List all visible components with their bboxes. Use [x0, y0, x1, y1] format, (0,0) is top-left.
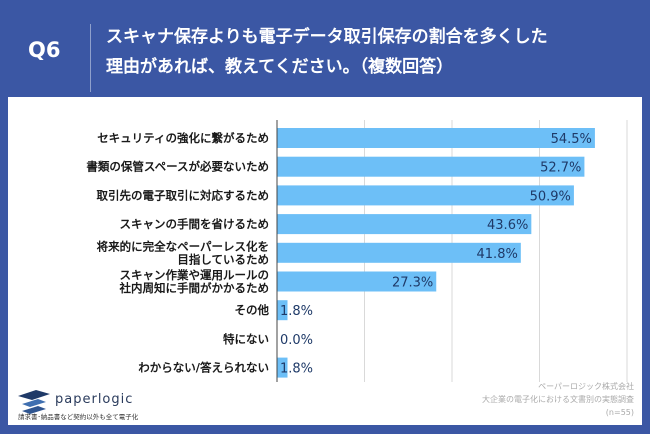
bar [277, 214, 532, 235]
paperlogic-logo-icon [18, 390, 50, 414]
data-label: 50.9% [530, 189, 571, 204]
category-label: 書類の保管スペースが必要ないため [86, 160, 269, 174]
data-label: 0.0% [280, 333, 313, 348]
title-line-2: 理由があれば、教えてください。（複数回答） [106, 57, 454, 77]
source-company: ペーパーロジック株式会社 [538, 382, 634, 391]
bar [277, 242, 521, 263]
data-label: 1.8% [280, 304, 313, 319]
bar [277, 156, 585, 177]
data-label: 1.8% [280, 362, 313, 377]
category-label: 取引先の電子取引に対応するため [97, 188, 270, 202]
data-label: 52.7% [540, 161, 581, 176]
category-label: スキャン作業や運用ルールの [120, 268, 270, 282]
data-label: 27.3% [392, 276, 433, 291]
data-label: 54.5% [551, 132, 592, 147]
chart-title: スキャナ保存よりも電子データ取引保存の割合を多くした 理由があれば、教えてくださ… [106, 22, 636, 82]
category-label: スキャンの手間を省けるため [120, 217, 270, 231]
bar [277, 300, 288, 321]
category-label: 特にない [223, 332, 269, 346]
category-label: 社内周知に手間がかかるため [119, 281, 270, 295]
source-survey: 大企業の電子化における文書別の実態調査 [482, 395, 634, 404]
title-line-1: スキャナ保存よりも電子データ取引保存の割合を多くした [106, 27, 548, 47]
bar [277, 185, 574, 206]
category-label: わからない/答えられない [138, 361, 269, 375]
logo-text: paperlogic [55, 392, 134, 407]
logo-tagline: 請求書･納品書など契約以外も全て電子化 [18, 413, 139, 421]
source-note: ペーパーロジック株式会社 大企業の電子化における文書別の実態調査 (n=55) [482, 380, 634, 419]
data-label: 43.6% [487, 218, 528, 233]
question-number: Q6 [28, 38, 61, 62]
bar [277, 128, 595, 148]
data-label: 41.8% [477, 247, 518, 262]
category-label: その他 [235, 303, 270, 317]
bar [277, 271, 437, 292]
sample-size: (n=55) [605, 408, 634, 417]
category-label: 将来的に完全なペーパーレス化を [97, 239, 269, 253]
bar [277, 357, 288, 378]
category-label: 目指しているため [177, 252, 269, 266]
divider [90, 24, 91, 92]
category-label: セキュリティの強化に繋がるため [97, 131, 269, 145]
